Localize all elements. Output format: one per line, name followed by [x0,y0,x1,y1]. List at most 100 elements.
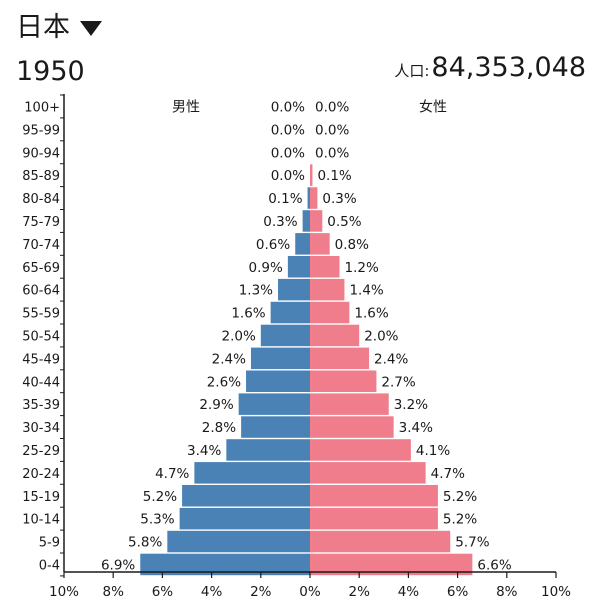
age-group-label: 25-29 [22,444,60,459]
female-value-label: 0.8% [335,237,369,253]
female-value-label: 0.5% [327,214,361,230]
female-bar [310,462,426,484]
age-group-label: 100+ [24,100,60,115]
male-bar [246,370,310,392]
male-value-label: 5.8% [128,535,162,551]
male-bar [238,393,310,415]
age-group-label: 20-24 [22,467,60,482]
male-value-label: 0.1% [268,191,302,207]
country-selector[interactable]: 日本 [16,8,102,48]
male-value-label: 3.4% [187,443,221,459]
x-tick-label: 4% [398,584,420,600]
male-bar [226,439,310,461]
male-value-label: 0.0% [271,168,305,184]
female-bar [310,507,438,530]
x-tick-label: 8% [496,584,518,600]
x-tick-label: 6% [447,584,469,600]
female-bar [310,416,394,438]
female-value-label: 0.0% [315,122,349,138]
female-value-label: 4.7% [431,466,465,482]
female-value-label: 3.4% [399,420,433,436]
female-bar [310,324,360,347]
female-value-label: 1.4% [349,283,383,299]
age-group-label: 0-4 [39,558,60,573]
female-value-label: 5.2% [443,512,477,528]
male-bar [270,301,310,324]
x-tick-label: 2% [348,584,370,600]
female-value-label: 2.0% [364,328,398,344]
male-bar [167,530,310,553]
age-group-label: 75-79 [22,215,60,230]
age-group-label: 50-54 [22,329,60,344]
male-value-label: 2.0% [221,328,255,344]
male-value-label: 0.0% [271,122,305,138]
age-group-label: 35-39 [22,398,60,413]
female-bar [310,256,340,278]
female-bar [310,485,438,507]
x-tick-label: 8% [102,584,124,600]
female-value-label: 0.1% [317,168,351,184]
female-value-label: 0.0% [315,145,349,161]
female-bar [310,278,345,301]
caret-down-icon[interactable] [80,20,102,36]
female-value-label: 1.2% [345,260,379,276]
male-value-label: 6.9% [101,557,135,573]
male-bar [260,324,310,347]
female-bar [310,347,370,370]
x-tick-label: 0% [299,584,321,600]
x-tick-label: 2% [250,584,272,600]
male-value-label: 0.6% [256,237,290,253]
population-value: 84,353,048 [431,52,586,83]
female-value-label: 0.3% [322,191,356,207]
male-value-label: 5.2% [143,489,177,505]
female-value-label: 3.2% [394,397,428,413]
male-value-label: 1.3% [239,283,273,299]
male-bar [140,553,310,576]
male-value-label: 4.7% [155,466,189,482]
country-name: 日本 [16,12,70,43]
male-value-label: 0.9% [249,260,283,276]
male-bar [278,278,310,301]
female-bar [310,370,377,392]
male-value-label: 0.0% [271,99,305,115]
x-tick-label: 6% [152,584,174,600]
male-value-label: 1.6% [231,306,265,322]
age-group-label: 45-49 [22,352,60,367]
age-group-label: 85-89 [22,169,60,184]
x-tick-label: 10% [49,584,79,600]
age-group-label: 15-19 [22,490,60,505]
x-tick-label: 10% [541,584,571,600]
male-bar [295,233,310,255]
population-display: 人口: 84,353,048 [394,52,586,83]
male-bar [250,347,310,370]
age-group-label: 70-74 [22,238,60,253]
female-bar [310,187,318,209]
population-label: 人口: [394,62,430,80]
female-value-label: 6.6% [477,557,511,573]
age-group-label: 60-64 [22,284,60,299]
age-group-label: 80-84 [22,192,60,207]
female-value-label: 5.2% [443,489,477,505]
x-tick-label: 4% [201,584,223,600]
female-bar [310,164,313,186]
male-bar [182,485,310,507]
female-value-label: 4.1% [416,443,450,459]
age-group-label: 40-44 [22,375,60,390]
male-value-label: 2.4% [212,351,246,367]
female-bar [310,530,451,553]
age-group-label: 30-34 [22,421,60,436]
male-bar [179,507,310,530]
age-group-label: 55-59 [22,307,60,322]
female-value-label: 1.6% [354,306,388,322]
female-bar [310,301,350,324]
male-bar [194,462,310,484]
age-group-label: 65-69 [22,261,60,276]
female-bar [310,439,411,461]
age-group-label: 95-99 [22,123,60,138]
age-group-label: 5-9 [39,536,60,551]
female-value-label: 2.4% [374,351,408,367]
female-bar [310,210,323,232]
female-value-label: 2.7% [381,374,415,390]
male-bar [241,416,310,438]
age-group-label: 90-94 [22,146,60,161]
